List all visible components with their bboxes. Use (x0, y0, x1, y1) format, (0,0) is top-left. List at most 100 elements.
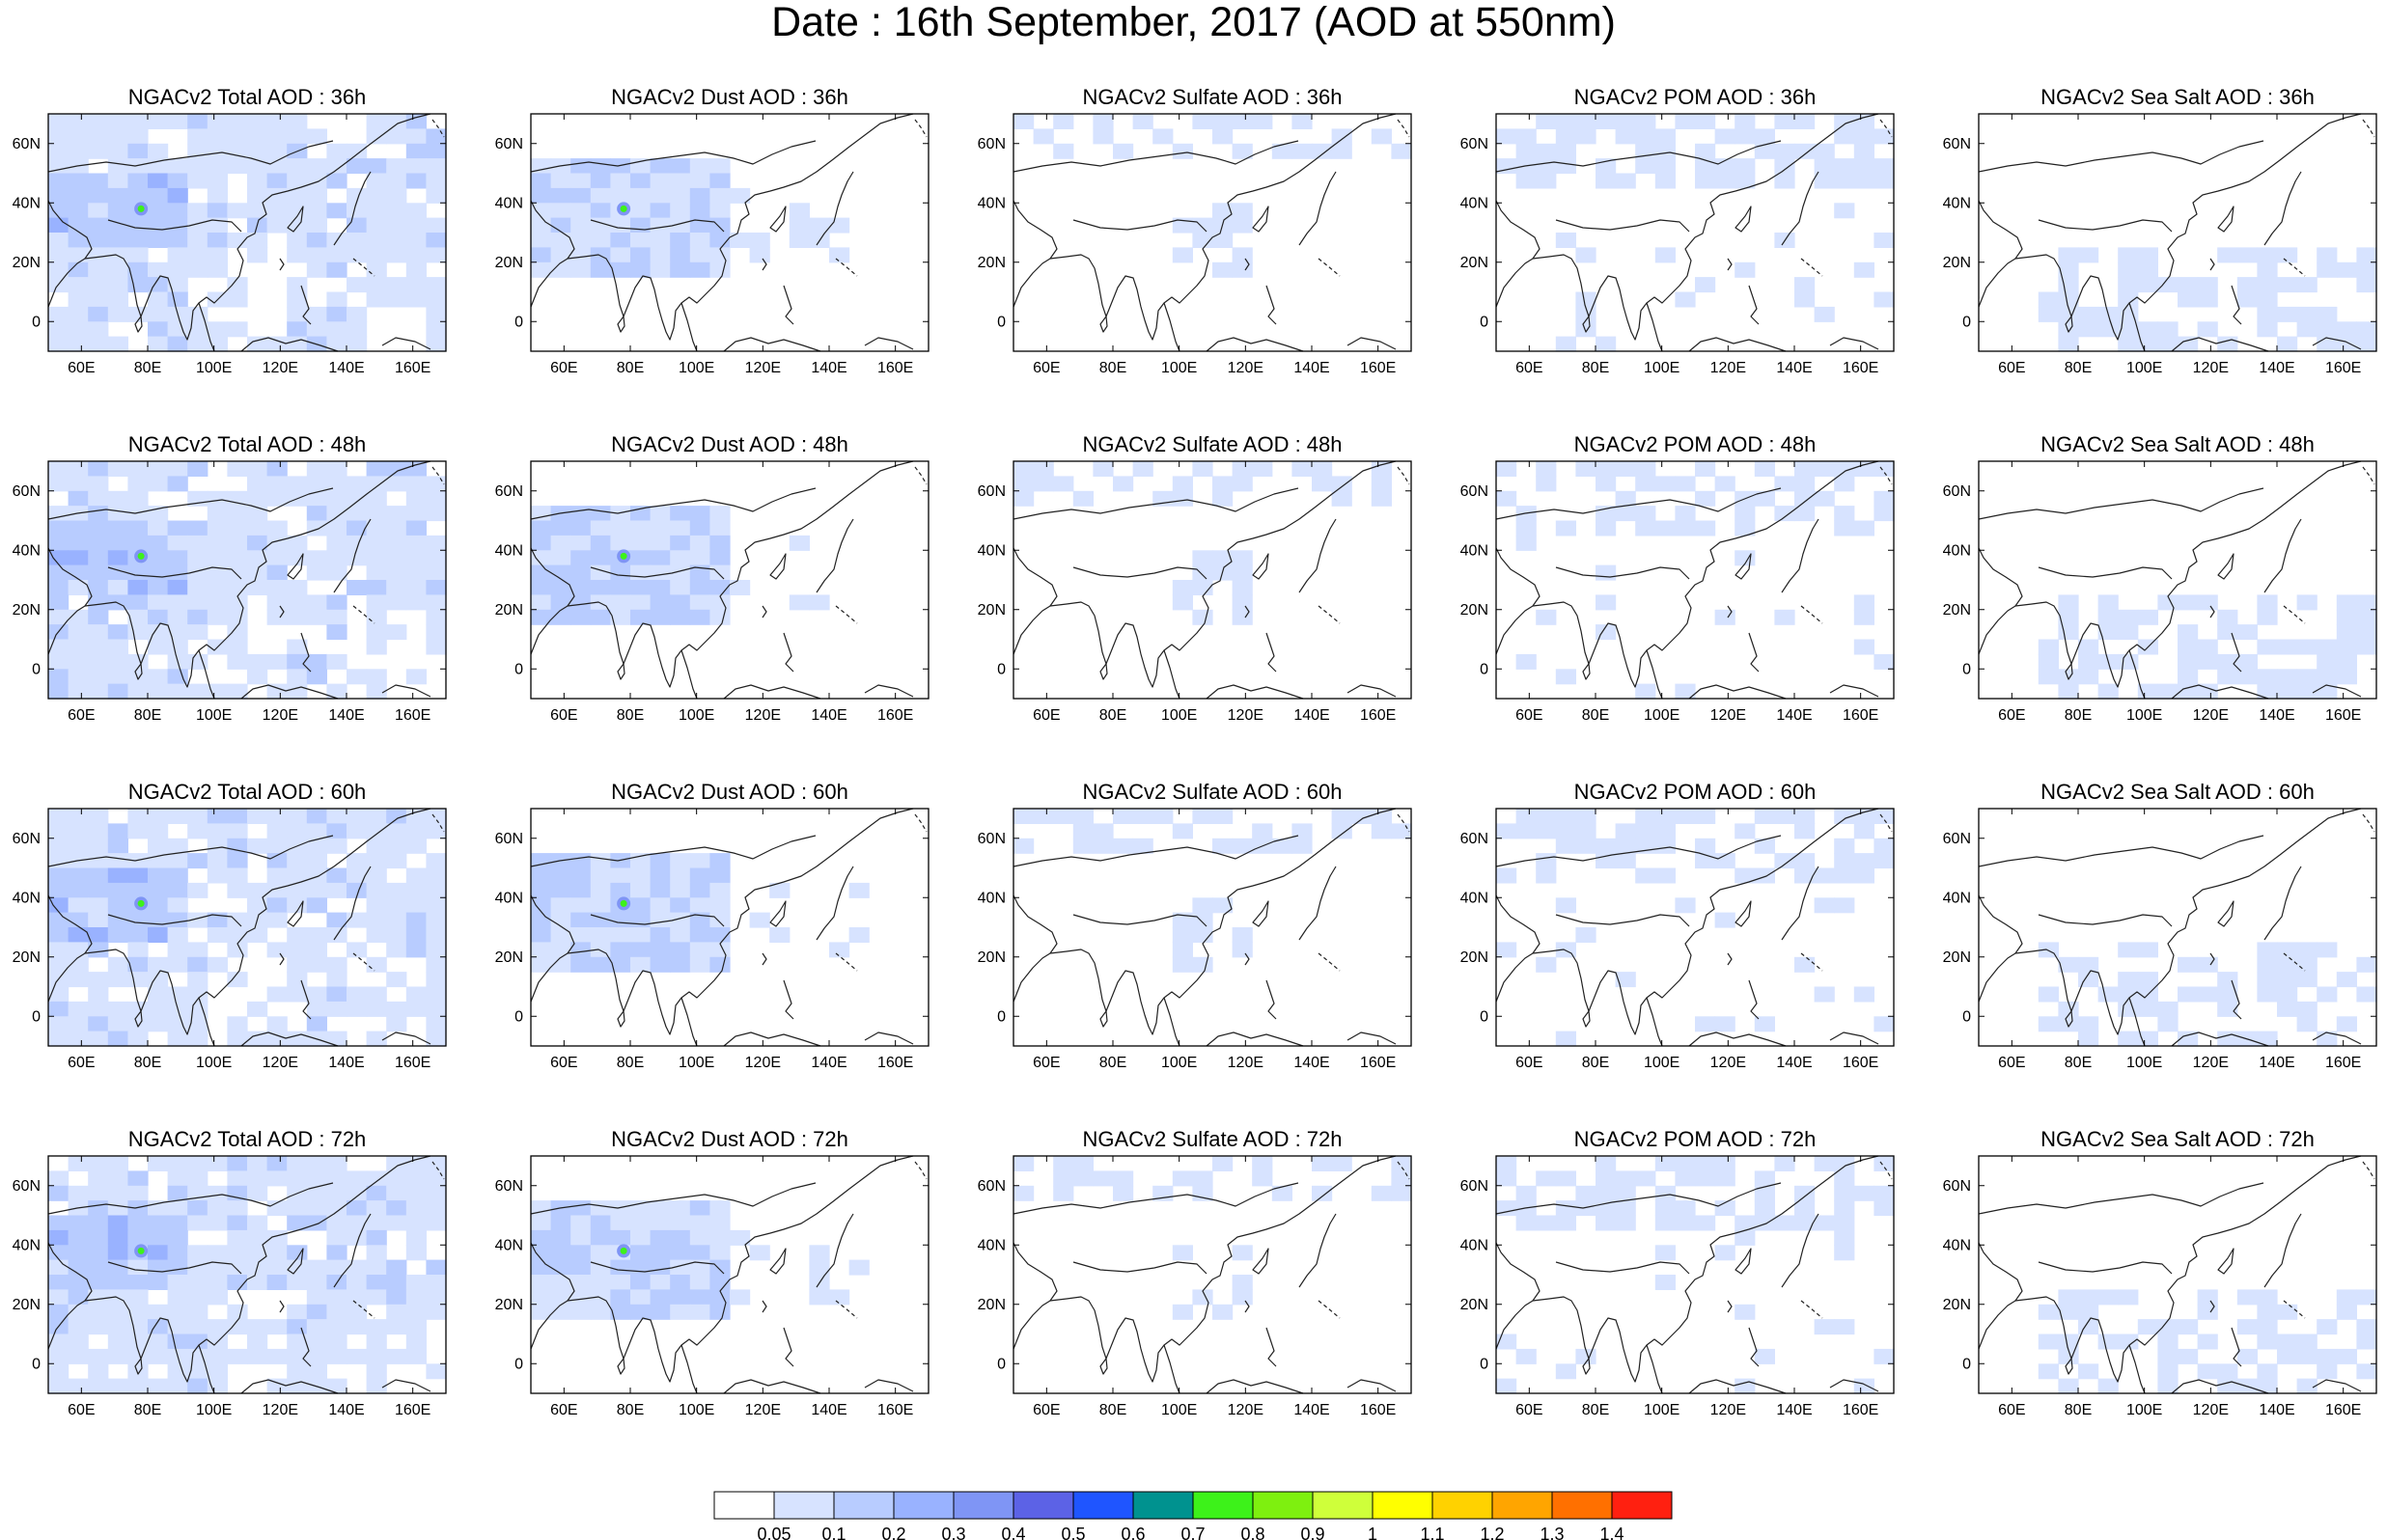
y-tick-label: 20N (1943, 1297, 1971, 1313)
x-tick-label: 80E (2065, 1055, 2092, 1071)
x-tick-label: 80E (1099, 360, 1126, 376)
x-tick-label: 100E (1161, 707, 1197, 724)
y-tick-label: 20N (495, 949, 523, 966)
x-tick-label: 100E (1644, 1402, 1679, 1418)
colorbar: 0.05 0.1 0.2 0.3 0.4 0.5 0.6 0.7 0.8 0.9 1 1.1 1.2 1.… (713, 1491, 1673, 1540)
x-tick-label: 140E (1293, 360, 1329, 376)
x-tick-label: 100E (196, 1402, 232, 1418)
colorbar-swatch (1072, 1491, 1134, 1520)
x-tick-label: 160E (395, 707, 430, 724)
x-tick-label: 140E (328, 360, 364, 376)
map-frame (1495, 808, 1895, 1047)
panel-title: NGACv2 POM AOD : 60h (1574, 780, 1817, 804)
coastline (1495, 808, 1893, 1047)
x-tick-label: 100E (1161, 1055, 1197, 1071)
colorbar-label: 0.6 (1121, 1525, 1145, 1540)
map-frame (530, 460, 930, 700)
y-tick-label: 60N (1460, 136, 1488, 152)
y-tick-label: 0 (32, 1008, 41, 1025)
y-tick-label: 0 (1962, 1356, 1971, 1372)
panel-title: NGACv2 Total AOD : 36h (128, 85, 367, 109)
x-tick-label: 140E (2259, 1402, 2294, 1418)
aod-field (1013, 1156, 1412, 1320)
x-tick-label: 80E (2065, 360, 2092, 376)
map-frame (1495, 113, 1895, 352)
colorbar-swatch (1252, 1491, 1314, 1520)
y-tick-label: 40N (978, 195, 1006, 211)
y-tick-label: 0 (1962, 1008, 1971, 1025)
colorbar-label: 0.05 (757, 1525, 791, 1540)
x-tick-label: 60E (1998, 707, 2025, 724)
y-tick-label: 20N (13, 1297, 41, 1313)
y-tick-label: 0 (997, 1008, 1006, 1025)
aod-field (1496, 1156, 1895, 1394)
map-panel: NGACv2 POM AOD : 60h 60E 80E 100E 120E 140E 16… (1460, 780, 1895, 1071)
x-tick-label: 120E (263, 707, 298, 724)
y-tick-label: 60N (978, 1178, 1006, 1195)
x-tick-label: 140E (328, 1055, 364, 1071)
x-tick-label: 80E (1099, 1055, 1126, 1071)
aod-field (1496, 114, 1895, 352)
hotspot-core (137, 1247, 145, 1254)
x-tick-label: 160E (877, 360, 913, 376)
x-tick-label: 60E (550, 1055, 577, 1071)
coastline (1495, 1155, 1893, 1394)
x-tick-label: 60E (550, 360, 577, 376)
aod-field (2038, 594, 2377, 700)
colorbar-swatch (773, 1491, 835, 1520)
y-tick-label: 0 (32, 314, 41, 330)
y-tick-label: 60N (13, 1178, 41, 1195)
map-frame (530, 1155, 930, 1394)
x-tick-label: 160E (1843, 1055, 1878, 1071)
x-tick-label: 100E (2126, 360, 2162, 376)
y-tick-label: 60N (1943, 136, 1971, 152)
x-tick-label: 100E (2126, 1055, 2162, 1071)
x-tick-label: 160E (395, 1055, 430, 1071)
x-tick-label: 100E (2126, 707, 2162, 724)
panels-layer: NGACv2 Total AOD : 36h 60E 80E 100E 120E 140E… (13, 85, 2377, 1418)
y-tick-label: 0 (1480, 314, 1488, 330)
y-tick-label: 40N (1460, 1237, 1488, 1253)
y-tick-label: 20N (13, 949, 41, 966)
x-tick-label: 120E (745, 1055, 781, 1071)
map-panel: NGACv2 Total AOD : 48h 60E 80E 100E 120E 140E… (13, 432, 447, 724)
x-tick-label: 160E (877, 707, 913, 724)
y-tick-label: 40N (495, 195, 523, 211)
x-tick-label: 100E (679, 707, 714, 724)
x-tick-label: 100E (196, 360, 232, 376)
panel-title: NGACv2 Total AOD : 60h (128, 780, 367, 804)
map-panel: NGACv2 Sea Salt AOD : 36h 60E 80E 100E 120E 1… (1943, 85, 2377, 376)
y-tick-label: 40N (1460, 542, 1488, 559)
colorbar-label: 0.4 (1001, 1525, 1025, 1540)
x-tick-label: 60E (68, 1055, 95, 1071)
x-tick-label: 140E (811, 360, 847, 376)
x-tick-label: 120E (745, 360, 781, 376)
x-tick-label: 100E (1161, 1402, 1197, 1418)
x-tick-label: 100E (679, 1055, 714, 1071)
x-tick-label: 140E (2259, 707, 2294, 724)
panel-title: NGACv2 Total AOD : 72h (128, 1127, 367, 1151)
x-tick-label: 100E (1644, 1055, 1679, 1071)
map-panel: NGACv2 Dust AOD : 60h 60E 80E 100E 120E 140E 1… (495, 780, 930, 1071)
aod-field (2038, 1289, 2377, 1394)
colorbar-label: 1 (1368, 1525, 1377, 1540)
y-tick-label: 60N (978, 483, 1006, 500)
map-panel: NGACv2 Sulfate AOD : 60h 60E 80E 100E 120E 14… (978, 780, 1412, 1071)
x-tick-label: 120E (1228, 1055, 1263, 1071)
y-tick-label: 20N (1943, 602, 1971, 619)
colorbar-swatch (1551, 1491, 1613, 1520)
panel-title: NGACv2 Dust AOD : 36h (611, 85, 848, 109)
x-tick-label: 60E (1033, 707, 1060, 724)
x-tick-label: 140E (1776, 1402, 1812, 1418)
x-tick-label: 80E (617, 1402, 644, 1418)
panel-title: NGACv2 Total AOD : 48h (128, 432, 367, 456)
colorbar-label: 1.3 (1540, 1525, 1564, 1540)
x-tick-label: 100E (196, 1055, 232, 1071)
x-tick-label: 100E (679, 1402, 714, 1418)
coastline (1978, 460, 2375, 700)
map-frame (1978, 460, 2377, 700)
panel-title: NGACv2 Sulfate AOD : 72h (1082, 1127, 1342, 1151)
colorbar-swatch (893, 1491, 955, 1520)
y-tick-label: 20N (495, 1297, 523, 1313)
map-frame (1978, 1155, 2377, 1394)
